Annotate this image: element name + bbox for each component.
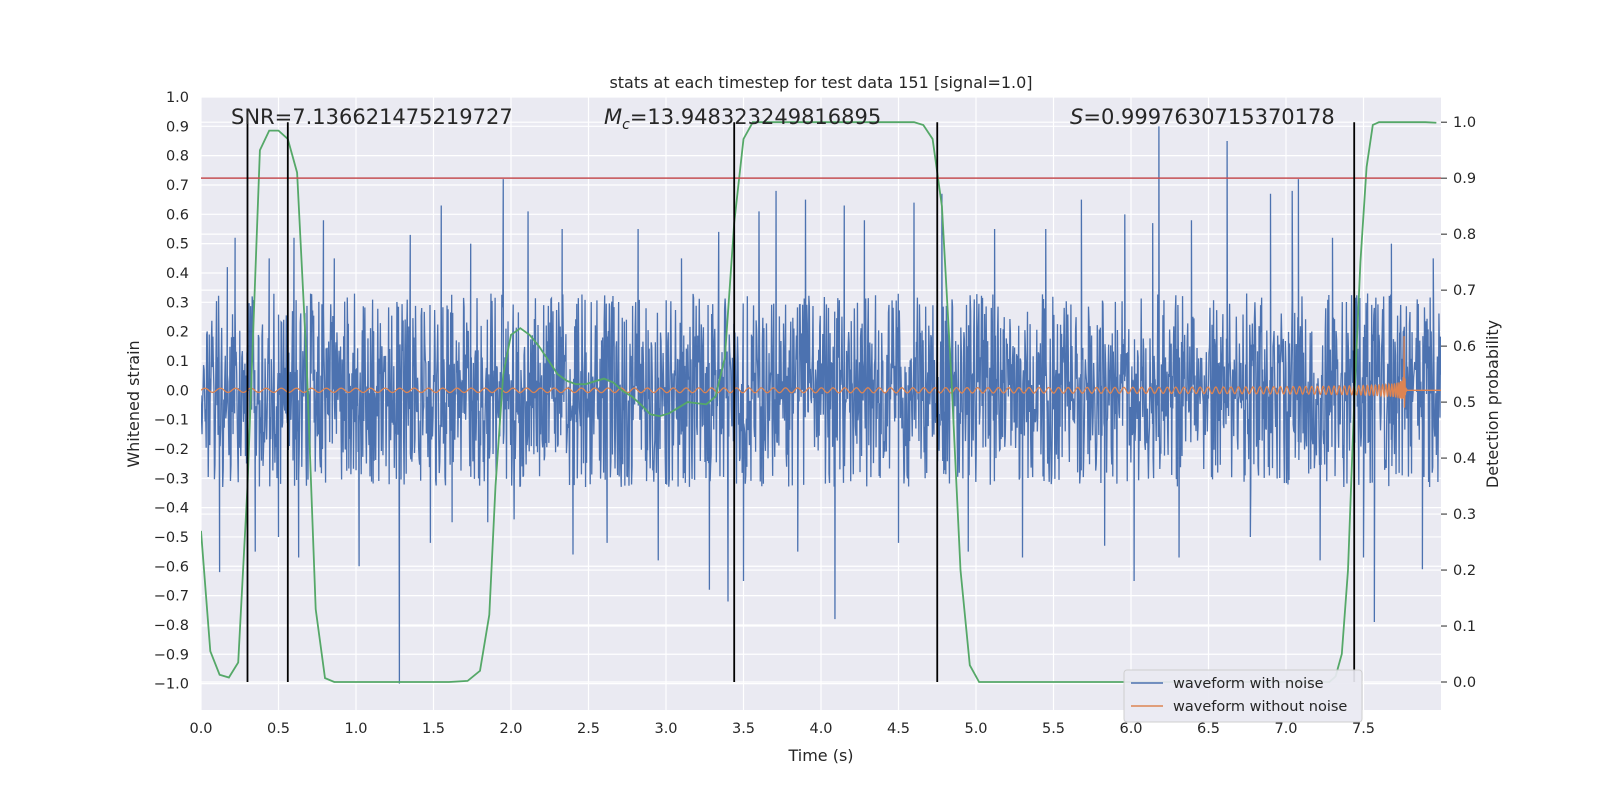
y-tick-label: −0.6	[154, 559, 189, 575]
y2-tick-label: 0.8	[1453, 227, 1476, 243]
y-tick-label: −0.4	[154, 501, 189, 517]
y2-tick-label: 0.1	[1453, 619, 1476, 635]
x-tick-label: 2.0	[499, 721, 522, 737]
legend-clean-label: waveform without noise	[1173, 699, 1347, 715]
legend-box	[1123, 669, 1363, 723]
y2-tick-label: 1.0	[1453, 115, 1476, 131]
y-tick-label: −1.0	[154, 677, 189, 693]
y-tick-label: −0.7	[154, 589, 189, 605]
y-tick-label: 0.9	[166, 119, 189, 135]
y-axis-label: Whitened strain	[124, 340, 143, 467]
series-clean-line	[201, 336, 1441, 408]
y2-tick-label: 0.3	[1453, 507, 1476, 523]
y2-tick-label: 0.4	[1453, 451, 1476, 467]
y-tick-label: 0.1	[166, 354, 189, 370]
y2-tick-label: 0.7	[1453, 283, 1476, 299]
x-tick-label: 0.0	[189, 721, 212, 737]
vertical-markers	[246, 122, 1356, 683]
y2-axis-ticks: 1.0 0.9 0.8 0.7 0.6 0.5 0.4 0.3 0.2 0.1 0.0	[1441, 115, 1476, 691]
x-axis-ticks: 0.0 0.5 1.0 1.5 2.0 2.5 3.0 3.5 4.0 4.5 5.0 5.5 6.0 6…	[189, 721, 1375, 737]
y2-tick-label: 0.6	[1453, 339, 1476, 355]
chart-title: stats at each timestep for test data 151…	[609, 73, 1032, 92]
y-tick-label: 0.6	[166, 207, 189, 223]
y-tick-label: 0.5	[166, 237, 189, 253]
x-tick-label: 3.0	[654, 721, 677, 737]
x-tick-label: 7.0	[1274, 721, 1297, 737]
chirp-mass-value: =13.948323249816895	[630, 105, 881, 129]
x-tick-label: 0.5	[267, 721, 290, 737]
y2-axis-label: Detection probability	[1483, 320, 1502, 488]
x-tick-label: 4.0	[809, 721, 832, 737]
x-tick-label: 3.5	[732, 721, 755, 737]
snr-annotation: SNR=7.136621475219727	[231, 105, 513, 129]
score-symbol: S	[1070, 105, 1083, 129]
chirp-mass-symbol: M	[604, 105, 622, 129]
y-tick-label: 0.0	[166, 383, 189, 399]
legend: waveform with noise waveform without noi…	[1123, 669, 1363, 723]
x-tick-label: 4.5	[887, 721, 910, 737]
y-tick-label: 0.2	[166, 325, 189, 341]
series-noise-line	[201, 126, 1441, 684]
y-tick-label: 0.3	[166, 295, 189, 311]
score-annotation: S=0.9997630715370178	[1070, 105, 1335, 129]
y-tick-label: 0.4	[166, 266, 189, 282]
x-tick-label: 1.5	[422, 721, 445, 737]
x-axis-label: Time (s)	[787, 746, 853, 765]
y-tick-label: −0.8	[154, 618, 189, 634]
y-tick-label: −0.2	[154, 442, 189, 458]
legend-noise-label: waveform with noise	[1173, 676, 1324, 692]
y-tick-label: 1.0	[166, 90, 189, 106]
y2-tick-label: 0.9	[1453, 171, 1476, 187]
y-tick-label: −0.3	[154, 471, 189, 487]
y-tick-label: −0.1	[154, 413, 189, 429]
y2-tick-label: 0.0	[1453, 675, 1476, 691]
y-tick-label: −0.5	[154, 530, 189, 546]
x-tick-label: 1.0	[344, 721, 367, 737]
x-tick-label: 2.5	[577, 721, 600, 737]
x-tick-label: 5.5	[1042, 721, 1065, 737]
y-tick-label: 0.8	[166, 149, 189, 165]
y-tick-label: 0.7	[166, 178, 189, 194]
x-tick-label: 5.0	[964, 721, 987, 737]
y-axis-ticks: 1.0 0.9 0.8 0.7 0.6 0.5 0.4 0.3 0.2 0.1 0.0 −0.1 −0.…	[154, 90, 189, 693]
x-tick-label: 7.5	[1352, 721, 1375, 737]
y2-tick-label: 0.2	[1453, 563, 1476, 579]
y2-tick-label: 0.5	[1453, 395, 1476, 411]
x-tick-label: 6.5	[1197, 721, 1220, 737]
score-value: =0.9997630715370178	[1083, 105, 1334, 129]
chirp-mass-subscript: c	[622, 117, 630, 133]
chirp-mass-annotation: Mc=13.948323249816895	[604, 105, 881, 133]
y-tick-label: −0.9	[154, 647, 189, 663]
x-tick-label: 6.0	[1119, 721, 1142, 737]
